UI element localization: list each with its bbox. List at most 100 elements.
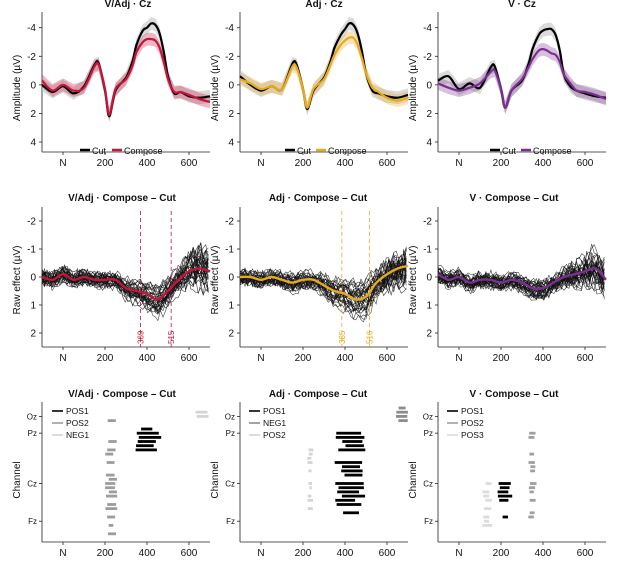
cluster-mark-pos1 (342, 465, 360, 469)
cluster-mark-pos2 (529, 511, 535, 515)
cluster-mark-pos1 (141, 427, 153, 431)
x-tick-label: 600 (577, 353, 594, 364)
cluster-mark-pos2 (105, 473, 115, 477)
cluster-mark-pos1 (137, 440, 156, 443)
legend-label-pos2: POS2 (66, 418, 89, 428)
panel-title-amp-adj: Adj · Cz (305, 0, 342, 10)
cluster-mark-pos1 (335, 436, 365, 439)
cluster-mark-pos2 (307, 507, 313, 510)
cluster-mark-pos2 (105, 507, 118, 510)
y-tick-label: 0 (30, 80, 36, 91)
cluster-mark-pos1 (338, 448, 366, 452)
legend-label-cut: Cut (502, 146, 517, 156)
confidence-band-cut (240, 17, 408, 116)
cluster-mark-pos3 (483, 515, 490, 519)
cluster-mark-pos2 (528, 486, 536, 490)
x-tick-label: 400 (337, 158, 354, 169)
x-tick-label: N (455, 548, 462, 559)
cluster-mark-pos2 (529, 431, 536, 435)
series-line-compose (41, 37, 211, 117)
legend-label-pos1: POS1 (66, 406, 89, 416)
legend-label-compose: Compose (533, 146, 572, 156)
cluster-mark-pos2 (108, 490, 117, 494)
cluster-mark-pos1 (497, 494, 513, 498)
y-tick-label: -1 (27, 245, 36, 256)
cluster-mark-pos1 (336, 431, 362, 435)
cluster-mark-pos3 (485, 498, 492, 502)
cluster-mark-pos2 (308, 452, 313, 456)
ylabel-diff-vadj: Raw effect (µV) (12, 246, 23, 315)
cluster-mark-pos2 (307, 461, 313, 464)
ylabel-amp-v: Amplitude (µV) (408, 55, 419, 121)
channel-tick-label: Fz (424, 517, 433, 526)
cluster-mark-pos2 (529, 498, 536, 502)
legend-clusters-v: POS1 POS2 POS3 (447, 406, 484, 440)
x-tick-label: N (455, 353, 462, 364)
cluster-panel-0: N 200 400 600 Oz Pz Cz Fz (27, 402, 210, 559)
x-tick-label: 600 (379, 548, 396, 559)
cluster-mark-pos2 (308, 482, 312, 485)
amplitude-panel-2: N 200 400 600 4 2 0 -2 -4 (423, 12, 607, 169)
channel-tick-label: Pz (28, 429, 37, 438)
cluster-mark-pos2 (530, 465, 536, 469)
cluster-mark-pos2 (529, 490, 534, 494)
cluster-mark-pos1 (136, 444, 154, 448)
y-tick-label: -4 (27, 23, 36, 34)
cluster-mark-pos2 (107, 448, 116, 452)
x-tick-label: 400 (535, 353, 552, 364)
y-tick-label: 0 (30, 273, 36, 284)
cluster-mark-pos1 (335, 482, 364, 485)
x-tick-label: 600 (181, 158, 198, 169)
x-tick-label: 400 (139, 353, 156, 364)
cluster-mark-pos2 (529, 482, 537, 485)
x-tick-label: 200 (295, 548, 312, 559)
time-marker-label: 515 (167, 330, 176, 344)
ylabel-diff-v: Raw effect (µV) (408, 246, 419, 315)
ylabel-clusters-vadj: Channel (12, 461, 23, 498)
cluster-mark-pos1 (335, 498, 356, 502)
y-tick-label: 1 (228, 301, 234, 312)
legend-amp-v: Cut Compose (490, 146, 572, 156)
cluster-mark-pos3 (484, 519, 489, 523)
ylabel-amp-adj: Amplitude (µV) (210, 55, 221, 121)
x-tick-label: 200 (97, 548, 114, 559)
cluster-mark-pos2 (108, 524, 114, 527)
x-tick-label: 400 (535, 158, 552, 169)
mean-effect-line (239, 264, 409, 301)
legend-label-compose: Compose (124, 146, 163, 156)
cluster-mark-pos1 (342, 440, 363, 443)
legend-label-pos2: POS2 (263, 430, 286, 440)
channel-trace (437, 257, 605, 292)
x-tick-label: N (257, 353, 264, 364)
legend-label-compose: Compose (328, 146, 367, 156)
raw-effect-panel-2: N 200 400 600 2 1 0 -1 -2 (423, 207, 607, 364)
cluster-mark-neg1 (195, 410, 208, 414)
cluster-mark-pos1 (341, 494, 366, 498)
cluster-mark-pos1 (502, 515, 508, 519)
x-tick-label: 200 (97, 158, 114, 169)
cluster-mark-pos3 (482, 524, 493, 527)
series-line-cut (41, 22, 211, 118)
cluster-mark-pos2 (528, 461, 535, 464)
cluster-panel-2: N 200 400 600 Oz Pz Cz Fz (423, 402, 606, 559)
channel-tick-label: Oz (225, 412, 235, 421)
channel-trace (41, 245, 209, 299)
mean-effect-line (41, 267, 211, 301)
y-tick-label: -4 (225, 23, 234, 34)
x-tick-label: 200 (295, 353, 312, 364)
cluster-mark-pos1 (337, 490, 359, 494)
amplitude-panel-0: N 200 400 600 4 2 0 -2 -4 (27, 12, 211, 169)
y-tick-label: -2 (27, 52, 36, 63)
cluster-mark-pos2 (108, 477, 117, 481)
series-line-compose (239, 35, 409, 109)
x-tick-label: 200 (97, 353, 114, 364)
y-tick-label: 4 (228, 138, 234, 149)
cluster-mark-pos2 (107, 419, 116, 422)
time-marker-label: 369 (136, 330, 145, 344)
x-tick-label: N (59, 158, 66, 169)
x-tick-label: 200 (493, 353, 510, 364)
x-tick-label: 600 (181, 353, 198, 364)
channel-trace (239, 258, 407, 288)
legend-clusters-adj: POS1 NEG1 POS2 (249, 406, 286, 440)
y-tick-label: 4 (426, 138, 432, 149)
